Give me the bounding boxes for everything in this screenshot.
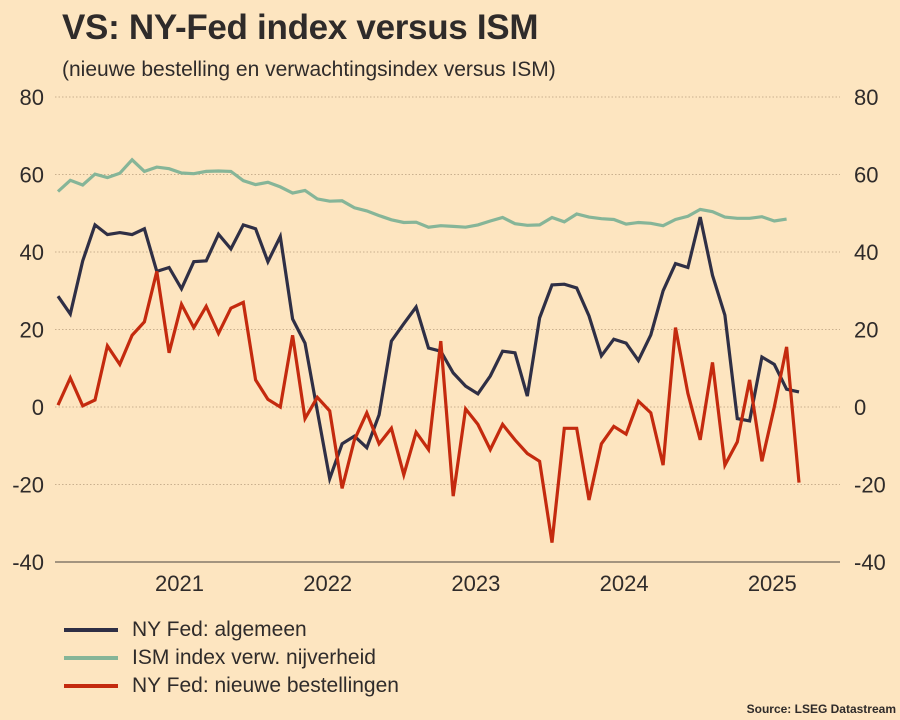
y-tick-label-right: -40: [854, 550, 886, 575]
gridlines: [55, 96, 840, 563]
y-tick-label-left: 40: [20, 240, 44, 265]
legend-item-ism: ISM index verw. nijverheid: [62, 644, 399, 672]
y-tick-label-right: 20: [854, 318, 878, 343]
chart-title: VS: NY-Fed index versus ISM: [62, 8, 539, 47]
series-line-2: [56, 271, 801, 543]
chart-plot: 80 60 40 20 0 -20 -40 80 60 40 20 0 -20 -40 2021 2022…: [12, 85, 886, 596]
legend-label: ISM index verw. nijverheid: [132, 646, 376, 669]
x-tick-label: 2022: [303, 571, 352, 596]
x-tick-label: 2021: [155, 571, 204, 596]
y-tick-label-left: 0: [32, 395, 44, 420]
y-tick-label-right: 60: [854, 163, 878, 188]
y-tick-label-right: -20: [854, 473, 886, 498]
y-axis-left: 80 60 40 20 0 -20 -40: [12, 85, 44, 575]
legend: NY Fed: algemeen ISM index verw. nijverh…: [62, 616, 399, 700]
source-note: Source: LSEG Datastream: [746, 702, 896, 716]
legend-item-ny-fed-algemeen: NY Fed: algemeen: [62, 616, 399, 644]
legend-label: NY Fed: nieuwe bestellingen: [132, 674, 399, 697]
legend-swatch: [64, 684, 118, 688]
legend-label: NY Fed: algemeen: [132, 618, 307, 641]
series-line-0: [56, 216, 800, 485]
y-tick-label-left: -40: [12, 550, 44, 575]
x-axis: 2021 2022 2023 2024 2025: [155, 571, 797, 596]
y-tick-label-left: 60: [20, 163, 44, 188]
y-tick-label-left: 80: [20, 85, 44, 110]
legend-swatch: [64, 656, 118, 660]
y-tick-label-right: 40: [854, 240, 878, 265]
legend-item-nieuwe-bestellingen: NY Fed: nieuwe bestellingen: [62, 672, 399, 700]
x-tick-label: 2024: [600, 571, 649, 596]
x-tick-label: 2023: [451, 571, 500, 596]
x-tick-label: 2025: [748, 571, 797, 596]
legend-swatch: [64, 628, 118, 632]
y-axis-right: 80 60 40 20 0 -20 -40: [854, 85, 886, 575]
series-lines: [56, 157, 801, 543]
series-line-1: [56, 157, 787, 229]
chart-subtitle: (nieuwe bestelling en verwachtingsindex …: [62, 58, 556, 81]
y-tick-label-right: 80: [854, 85, 878, 110]
y-tick-label-left: -20: [12, 473, 44, 498]
y-tick-label-left: 20: [20, 318, 44, 343]
y-tick-label-right: 0: [854, 395, 866, 420]
